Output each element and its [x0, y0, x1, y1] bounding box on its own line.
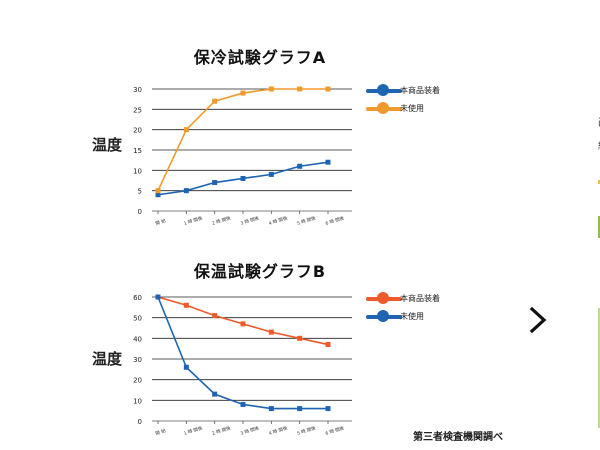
x-tick-label: 3 時 間後 [239, 214, 260, 227]
data-point [297, 406, 303, 412]
legend-marker [377, 84, 389, 96]
data-point [155, 192, 161, 198]
y-tick-label: 30 [133, 356, 142, 364]
data-point [183, 364, 189, 370]
next-slide-preview[interactable]: ・ 画 組 [584, 0, 600, 450]
y-tick-label: 50 [133, 315, 142, 323]
data-point [212, 313, 218, 319]
y-tick-label: 20 [133, 127, 142, 135]
line-chart-a: 0 5 10 15 20 25 30 開 始 1 時 間後 2 時 間後 3 時 間後 4 時 間後 5… [133, 86, 352, 227]
data-point [212, 391, 218, 397]
y-axis-label: 温度 [92, 350, 123, 368]
x-tick-label: 2 時 間後 [211, 214, 232, 227]
x-tick-label: 3 時 間後 [239, 424, 260, 437]
series-line [157, 88, 328, 192]
x-tick-label: 4 時 間後 [268, 424, 289, 437]
x-tick-label: 2 時 間後 [211, 424, 232, 437]
chart-title: 保冷試験グラフA [193, 48, 327, 67]
data-point [325, 159, 331, 165]
chevron-right-icon [529, 306, 547, 334]
series-line [157, 296, 329, 346]
legend-label: 本商品装着 [400, 294, 440, 303]
data-point [240, 90, 246, 96]
x-tick-label: 6 時 間後 [324, 424, 345, 437]
data-point [240, 321, 246, 327]
preview-panel-edge [598, 308, 600, 428]
carousel-next-button[interactable] [526, 306, 550, 334]
x-tick-label: 6 時 間後 [324, 214, 345, 227]
preview-accent [598, 180, 600, 184]
x-tick-label: 5 時 間後 [296, 214, 317, 227]
data-point [183, 127, 189, 133]
y-tick-label: 30 [133, 86, 142, 94]
y-tick-label: 10 [133, 167, 142, 175]
data-point [240, 401, 246, 407]
preview-accent [598, 216, 600, 238]
data-point [268, 86, 274, 92]
x-tick-label: 開 始 [154, 217, 167, 227]
data-point [183, 188, 189, 194]
data-point [325, 342, 331, 348]
data-point [268, 171, 274, 177]
source-note: 第三者検査機関調べ [413, 432, 503, 443]
data-point [212, 98, 218, 104]
data-point [183, 302, 189, 308]
y-tick-label: 0 [138, 208, 142, 216]
data-point [155, 188, 161, 194]
legend-marker [377, 102, 389, 114]
data-point [325, 406, 331, 412]
chart-title: 保温試験グラフB [193, 262, 327, 281]
y-tick-label: 10 [133, 397, 142, 405]
y-tick-label: 25 [133, 106, 142, 114]
preview-text: 組 [598, 137, 600, 152]
legend-label: 未使用 [400, 104, 424, 113]
data-point [297, 86, 303, 92]
legend-marker [377, 292, 389, 304]
y-tick-label: 20 [133, 377, 142, 385]
data-point [297, 335, 303, 341]
legend-label: 未使用 [400, 312, 424, 321]
x-tick-label: 開 始 [154, 427, 167, 437]
series-line [157, 296, 328, 410]
preview-text: ・ [598, 86, 600, 101]
x-tick-label: 1 時 間後 [183, 424, 204, 437]
y-tick-label: 0 [138, 418, 142, 426]
data-point [325, 86, 331, 92]
data-point [297, 163, 303, 169]
chart-panel-b: 保温試験グラフB 温度 0 10 20 30 40 50 60 開 始 1 時 間後 2 時 間後… [0, 255, 520, 450]
chart-panel-a: 保冷試験グラフA 温度 0 5 10 15 20 25 30 開 始 1 時 間後 2 時 間後 3… [0, 0, 520, 235]
legend-label: 本商品装着 [400, 86, 440, 95]
preview-text: 画 [598, 114, 600, 129]
data-point [155, 294, 161, 300]
x-tick-label: 1 時 間後 [183, 214, 204, 227]
data-point [268, 406, 274, 412]
y-tick-label: 60 [133, 294, 142, 302]
y-tick-label: 40 [133, 335, 142, 343]
y-tick-label: 5 [138, 188, 142, 196]
legend-marker [377, 310, 389, 322]
data-point [240, 175, 246, 181]
y-tick-label: 15 [133, 147, 142, 155]
x-tick-label: 4 時 間後 [268, 214, 289, 227]
x-tick-label: 5 時 間後 [296, 424, 317, 437]
data-point [212, 180, 218, 186]
data-point [268, 329, 274, 335]
y-axis-label: 温度 [92, 136, 123, 154]
line-chart-b: 0 10 20 30 40 50 60 開 始 1 時 間後 2 時 間後 3 時 間後 4 時 間後… [133, 294, 352, 437]
